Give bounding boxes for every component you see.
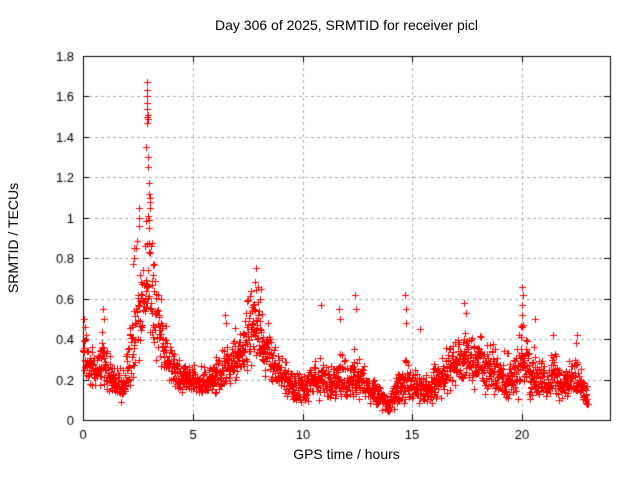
chart-title: Day 306 of 2025, SRMTID for receiver pic…	[215, 17, 478, 33]
x-axis-label: GPS time / hours	[293, 446, 400, 462]
y-axis-label: SRMTID / TECUs	[5, 182, 21, 294]
